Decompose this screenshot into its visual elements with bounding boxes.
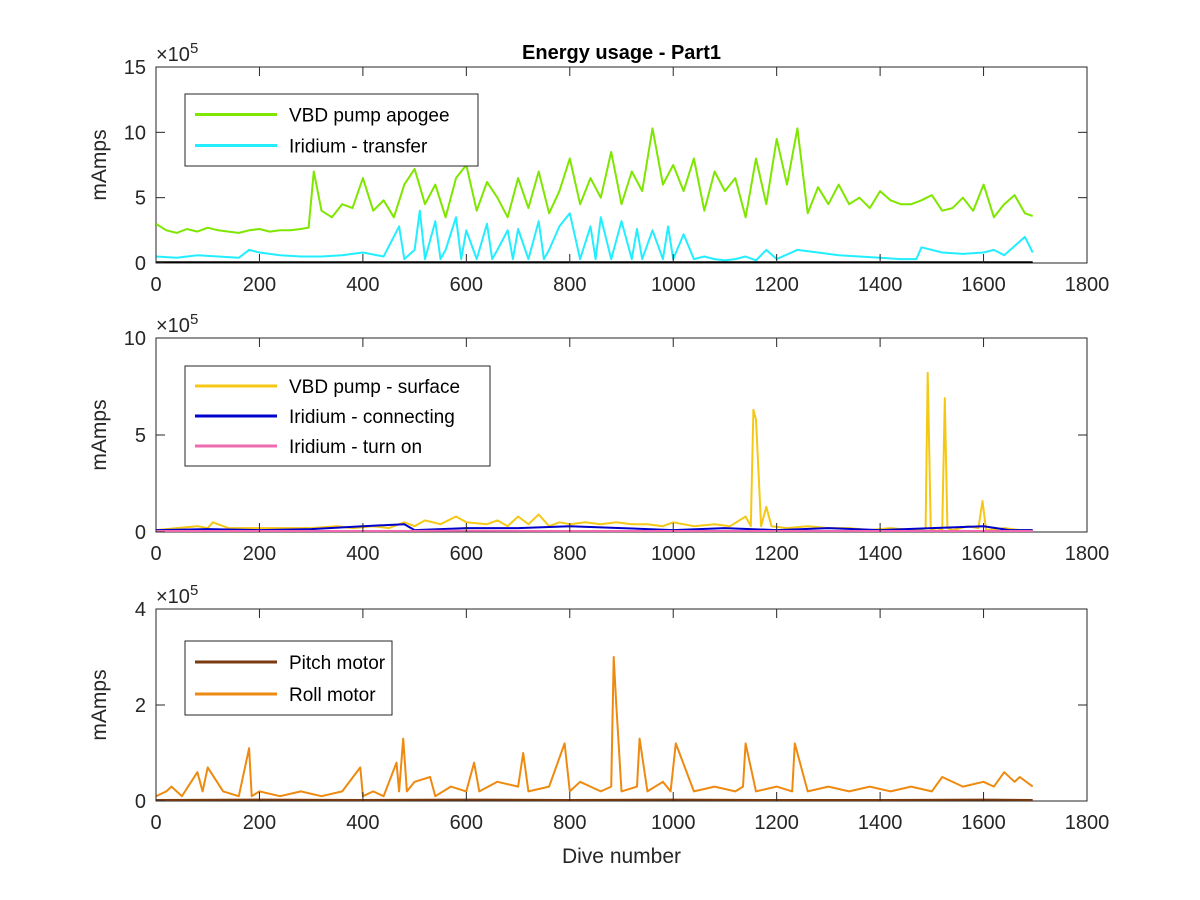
y-exponent-label: ×105 — [156, 311, 198, 337]
x-tick-label: 1000 — [651, 543, 696, 565]
legend-entry-label: Pitch motor — [289, 653, 386, 674]
x-tick-label: 1600 — [961, 543, 1006, 565]
y-tick-label: 5 — [135, 188, 146, 210]
x-tick-label: 1200 — [754, 812, 799, 834]
legend: VBD pump - surface Iridium - connecting Ir… — [184, 365, 491, 467]
x-axis-label: Dive number — [562, 845, 681, 868]
x-tick-label: 400 — [346, 274, 379, 296]
y-axis-label: mAmps — [88, 129, 111, 200]
x-tick-label: 1800 — [1065, 274, 1110, 296]
x-tick-label: 400 — [346, 812, 379, 834]
x-tick-label: 800 — [553, 543, 586, 565]
x-tick-label: 600 — [450, 812, 483, 834]
x-tick-label: 1400 — [858, 812, 903, 834]
series-line-iridium-connecting — [156, 523, 1033, 532]
legend: VBD pump apogee Iridium - transfer — [184, 93, 479, 167]
x-tick-label: 0 — [150, 543, 161, 565]
chart-panel-3: 0 200 400 600 800 1000 1200 1400 1600 1800 0 2 4 ×105… — [88, 582, 1109, 868]
exponent-base: ×10 — [156, 44, 190, 66]
legend-entry-label: Iridium - transfer — [289, 137, 428, 158]
y-tick-label: 0 — [135, 791, 146, 813]
x-tick-label: 1000 — [651, 274, 696, 296]
x-tick-label: 600 — [450, 274, 483, 296]
y-axis-label: mAmps — [88, 669, 111, 740]
legend-entry-label: Iridium - connecting — [289, 407, 455, 428]
x-tick-label: 1800 — [1065, 812, 1110, 834]
legend-entry-label: VBD pump apogee — [289, 106, 450, 127]
x-tick-label: 800 — [553, 812, 586, 834]
y-axis-label: mAmps — [88, 399, 111, 470]
x-tick-label: 0 — [150, 812, 161, 834]
y-tick-label: 0 — [135, 253, 146, 275]
series-line-iridium-transfer — [156, 209, 1034, 262]
x-tick-label: 1800 — [1065, 543, 1110, 565]
legend-box — [184, 93, 479, 167]
exponent-power: 5 — [190, 40, 198, 57]
chart-title: Energy usage - Part1 — [522, 42, 721, 64]
y-tick-label: 15 — [124, 57, 146, 79]
x-tick-label: 200 — [243, 543, 276, 565]
x-tick-label: 1600 — [961, 812, 1006, 834]
series-group — [156, 371, 1033, 532]
legend-entry-label: Iridium - turn on — [289, 437, 422, 458]
x-tick-label: 200 — [243, 812, 276, 834]
x-tick-label: 400 — [346, 543, 379, 565]
series-group — [156, 656, 1034, 801]
y-exponent-label: ×105 — [156, 40, 198, 66]
x-tick-label: 1200 — [754, 274, 799, 296]
x-tick-label: 1400 — [858, 543, 903, 565]
x-tick-label: 0 — [150, 274, 161, 296]
y-tick-label: 2 — [135, 695, 146, 717]
legend-entry-label: VBD pump - surface — [289, 377, 460, 398]
chart-panel-1: 0 200 400 600 800 1000 1200 1400 1600 1800 0 5 10 15 ×… — [88, 40, 1109, 296]
y-tick-label: 0 — [135, 522, 146, 544]
x-tick-label: 1200 — [754, 543, 799, 565]
series-line-vbd-pump-apogee — [156, 127, 1034, 234]
legend: Pitch motor Roll motor — [184, 640, 393, 716]
x-tick-label: 600 — [450, 543, 483, 565]
y-tick-label: 10 — [124, 122, 146, 144]
legend-box — [184, 640, 393, 716]
y-tick-label: 10 — [124, 328, 146, 350]
x-tick-label: 1600 — [961, 274, 1006, 296]
y-exponent-label: ×105 — [156, 582, 198, 608]
x-tick-label: 1000 — [651, 812, 696, 834]
chart-panel-2: 0 200 400 600 800 1000 1200 1400 1600 1800 0 5 10 ×10… — [88, 311, 1109, 565]
series-line-roll-motor — [156, 656, 1034, 798]
exponent-base: ×10 — [156, 586, 190, 608]
exponent-power: 5 — [190, 582, 198, 599]
exponent-base: ×10 — [156, 315, 190, 337]
x-tick-label: 200 — [243, 274, 276, 296]
x-tick-label: 1400 — [858, 274, 903, 296]
legend-entry-label: Roll motor — [289, 685, 376, 706]
exponent-power: 5 — [190, 311, 198, 328]
y-tick-label: 5 — [135, 425, 146, 447]
x-tick-label: 800 — [553, 274, 586, 296]
y-tick-label: 4 — [135, 599, 146, 621]
